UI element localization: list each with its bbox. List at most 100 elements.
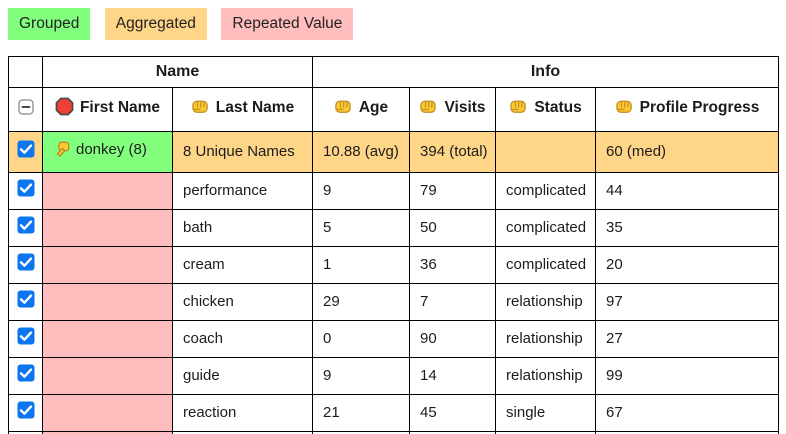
row-select-cell [8,172,43,210]
row-checkbox[interactable] [17,401,35,425]
cell-age: 21 [312,394,411,432]
cell-visits: 90 [409,320,497,358]
group-header-corner [8,56,43,88]
row-checkbox[interactable] [17,327,35,351]
row-select-cell [8,394,43,432]
cell-status: relationship [495,283,597,321]
row-checkbox[interactable] [17,140,35,164]
cell-age: 1 [312,246,411,284]
cell-visits: 79 [409,172,497,210]
cell-age: 9 [312,172,411,210]
column-header-label-age: Age [358,99,389,116]
group-header-row: Name Info [8,56,780,88]
cell-last-name: chicken [171,283,314,321]
column-header-last-name: Last Name [171,87,314,132]
aggregated-group-row: donkey (8) 8 Unique Names 10.88 (avg) 394 (… [8,131,780,173]
cell-last-name-aggregate: 8 Unique Names [171,131,314,173]
column-header-age: Age [312,87,411,132]
cell-status: complicated [495,209,597,247]
cell-last-name [171,431,314,434]
cell-first-name-repeated [42,320,173,358]
column-header-visits: Visits [409,87,497,132]
fist-icon[interactable] [509,97,528,122]
row-select-cell [8,320,43,358]
cell-status: relationship [495,357,597,395]
row-select-cell [8,283,43,321]
cell-first-name-repeated [42,246,173,284]
row-select-cell [8,357,43,395]
legend-chip-grouped: Grouped [8,8,91,40]
column-header-label-last-name: Last Name [215,99,295,116]
cell-first-name-repeated [42,357,173,395]
row-checkbox[interactable] [17,364,35,388]
legend-chip-aggregated: Aggregated [104,8,207,40]
row-select-cell [8,131,43,173]
cell-first-name-repeated [42,394,173,432]
row-checkbox[interactable] [17,216,35,240]
group-cell-label: donkey (8) [76,141,147,158]
table-body: donkey (8) 8 Unique Names 10.88 (avg) 394 (… [8,131,780,434]
cell-visits-aggregate: 394 (total) [409,131,497,173]
legend: Grouped Aggregated Repeated Value [8,8,778,40]
cell-last-name: guide [171,357,314,395]
group-header-info: Info [312,56,780,88]
fist-icon[interactable] [334,97,353,122]
cell-status: complicated [495,246,597,284]
table-row: reaction 21 45 single 67 [8,394,780,432]
cell-status: relationship [495,320,597,358]
table-row: bath 5 50 complicated 35 [8,209,780,247]
select-all-checkbox[interactable] [17,98,34,121]
table-row: coach 0 90 relationship 27 [8,320,780,358]
cell-profile-progress [595,431,780,434]
fist-icon[interactable] [191,97,210,122]
cell-status: complicated [495,172,597,210]
table-row [8,431,780,434]
fist-icon[interactable] [419,97,438,122]
column-header-row: First Name Last Name Age Visits Status Profil… [8,87,780,132]
row-checkbox[interactable] [17,253,35,277]
cell-first-name-repeated [42,209,173,247]
row-checkbox[interactable] [17,290,35,314]
cell-profile-progress: 44 [595,172,780,210]
group-header-name: Name [41,56,314,88]
cell-last-name: cream [171,246,314,284]
cell-profile-progress: 27 [595,320,780,358]
cell-profile-progress-aggregate: 60 (med) [595,131,780,173]
data-table: Name Info First Name Last Name Age Visits Sta… [8,56,780,434]
cell-profile-progress: 20 [595,246,780,284]
column-header-label-profile-progress: Profile Progress [639,99,760,116]
row-select-cell [8,209,43,247]
fist-icon[interactable] [615,97,634,122]
row-checkbox[interactable] [17,179,35,203]
cell-age: 29 [312,283,411,321]
pointing-down-icon[interactable] [53,140,71,164]
row-select-cell [8,246,43,284]
table-row: guide 9 14 relationship 99 [8,357,780,395]
cell-visits: 14 [409,357,497,395]
column-header-label-visits: Visits [444,99,486,116]
column-header-label-status: Status [534,99,582,116]
cell-age-aggregate: 10.88 (avg) [312,131,411,173]
cell-first-name-repeated [42,283,173,321]
table-row: chicken 29 7 relationship 97 [8,283,780,321]
cell-visits: 45 [409,394,497,432]
cell-profile-progress: 35 [595,209,780,247]
cell-age: 5 [312,209,411,247]
cell-last-name: performance [171,172,314,210]
column-header-label-first-name: First Name [79,99,161,116]
legend-chip-repeated-value: Repeated Value [221,8,354,40]
cell-age: 9 [312,357,411,395]
table-header: Name Info First Name Last Name Age Visits Sta… [8,56,780,132]
cell-status: single [495,394,597,432]
column-header-first-name: First Name [42,87,173,132]
cell-first-name-repeated [42,172,173,210]
cell-status-aggregate [495,131,597,173]
cell-last-name: reaction [171,394,314,432]
select-all-checkbox-cell [8,87,43,132]
cell-profile-progress: 67 [595,394,780,432]
cell-visits: 7 [409,283,497,321]
table-row: performance 9 79 complicated 44 [8,172,780,210]
cell-age: 0 [312,320,411,358]
stop-icon[interactable] [55,97,74,122]
